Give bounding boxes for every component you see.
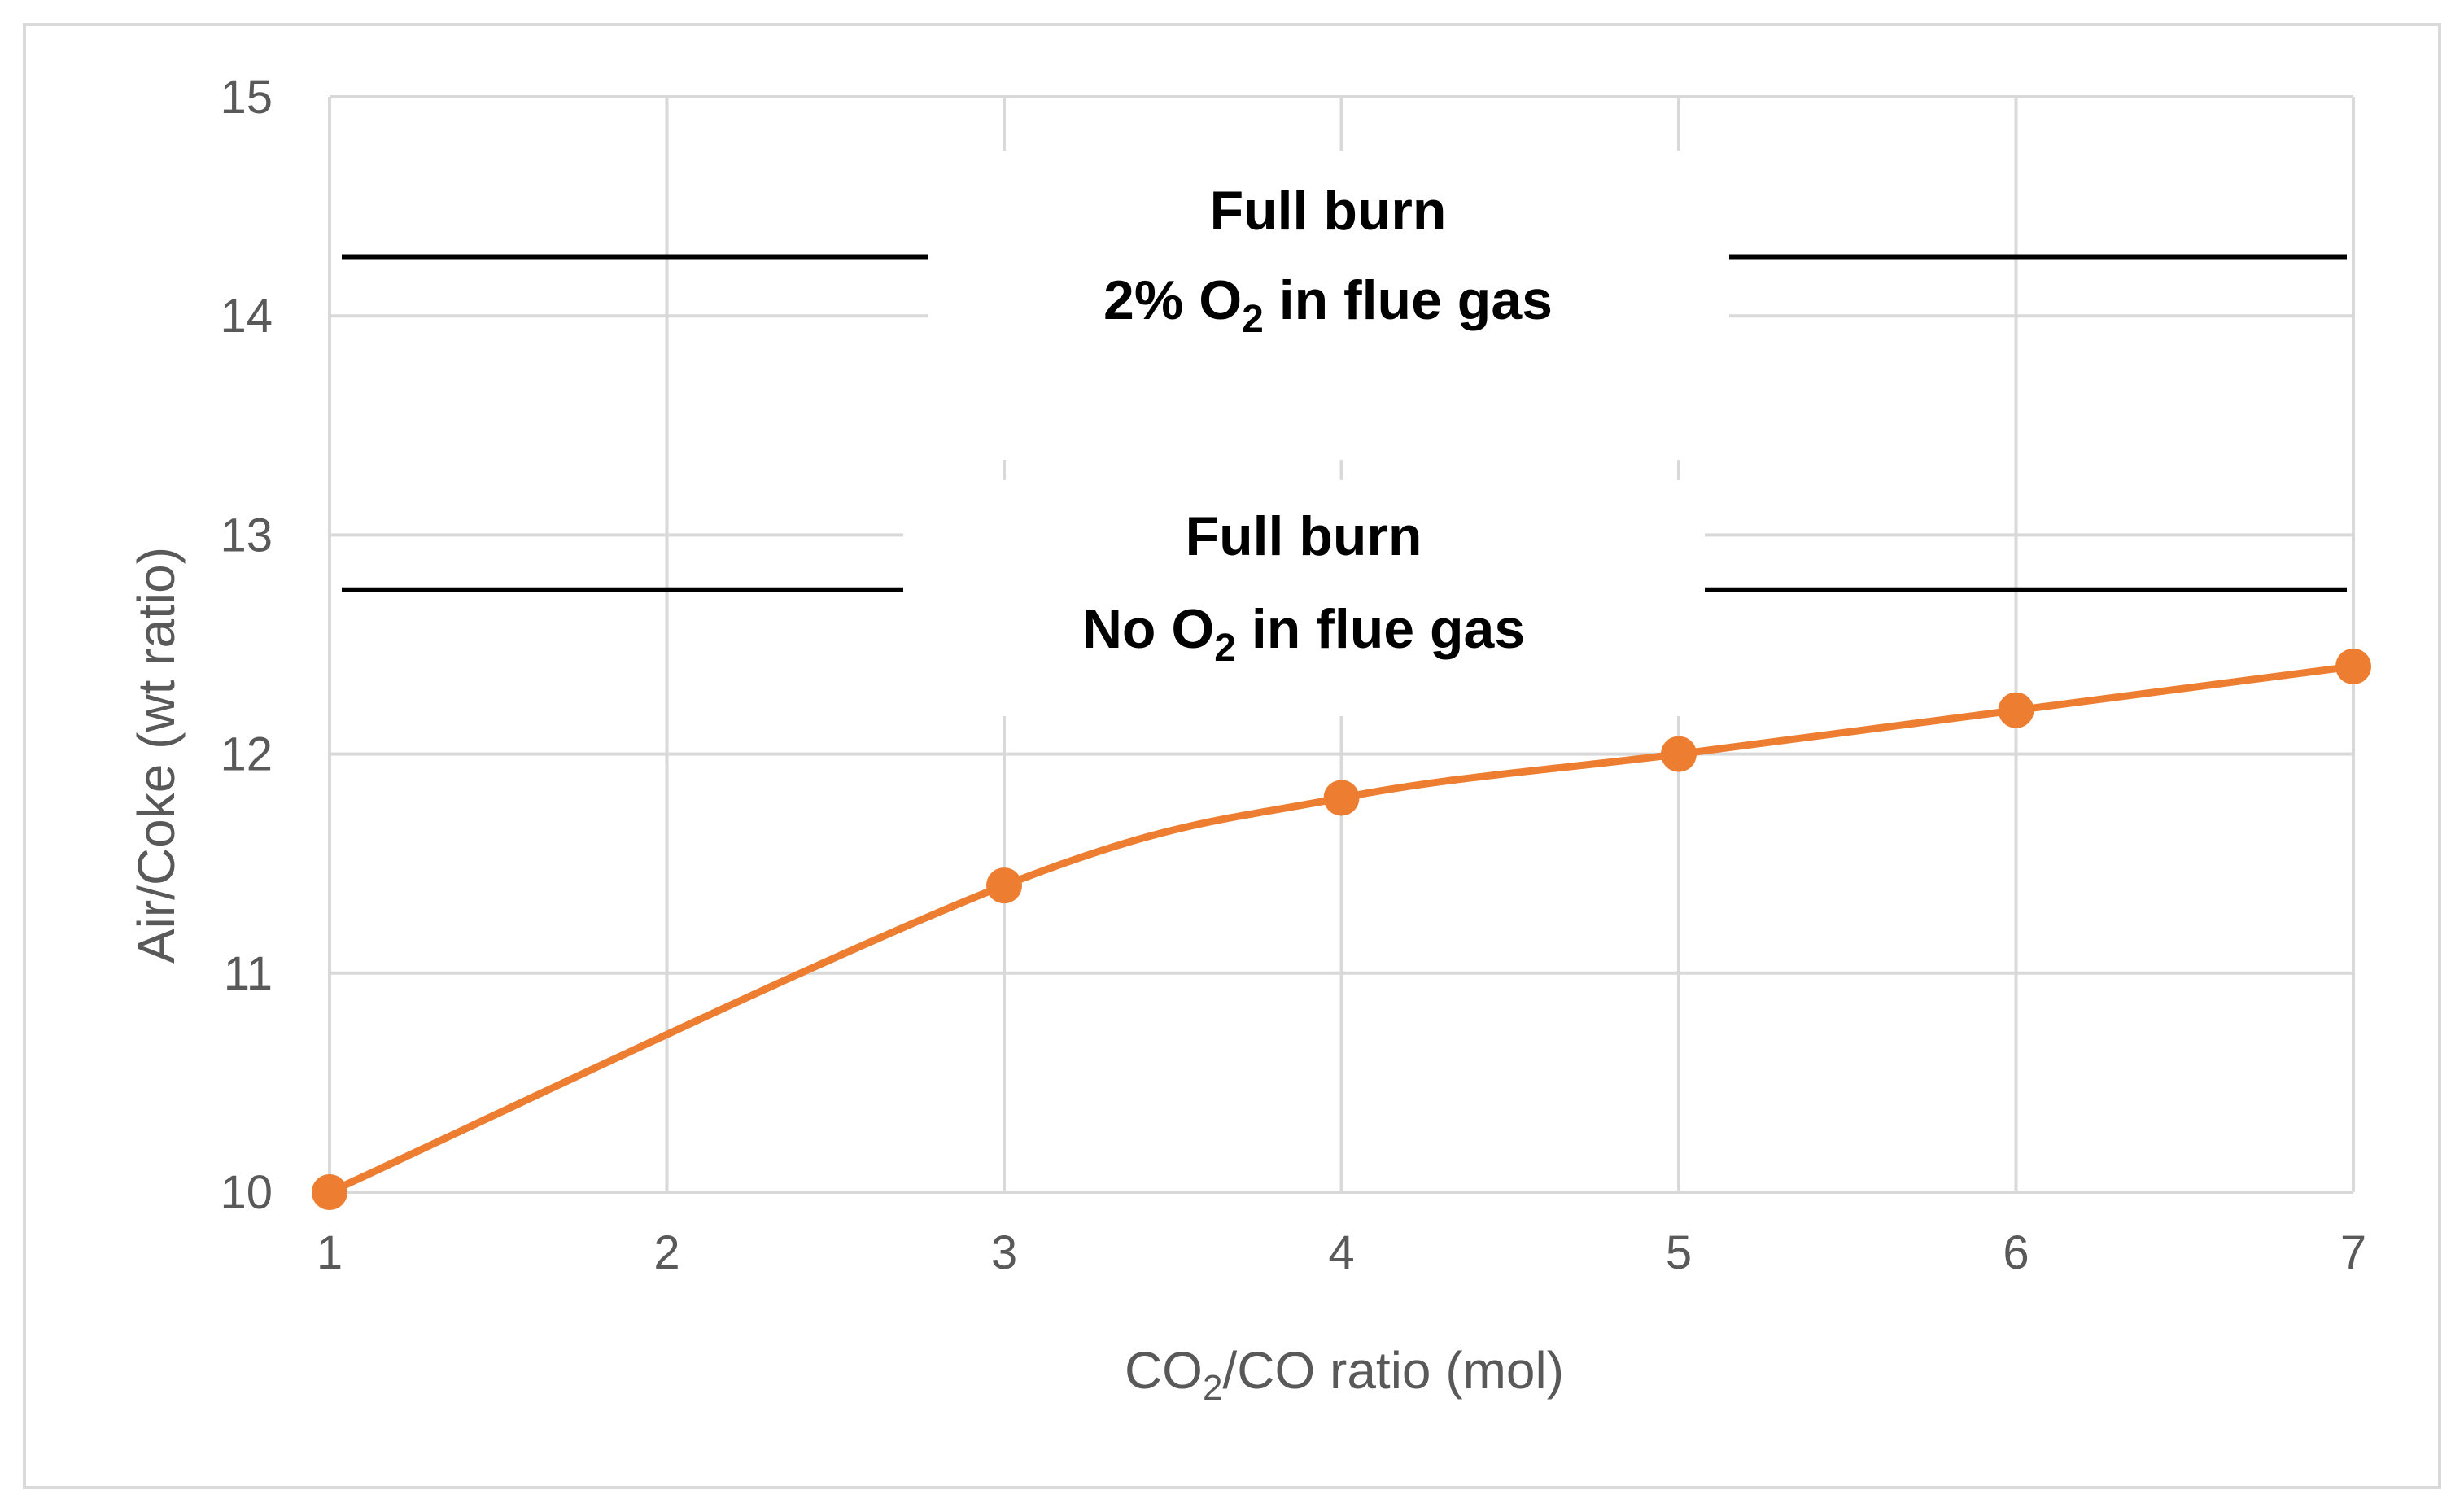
data-point-x7	[2335, 648, 2371, 684]
annotation-no-o2-box	[903, 480, 1705, 716]
annotation-2pct-post: in flue gas	[1264, 269, 1553, 331]
series	[312, 648, 2371, 1210]
x-axis-title-post: /CO ratio (mol)	[1222, 1341, 1564, 1400]
x-tick-label-4: 4	[1328, 1226, 1354, 1279]
annotation-2pct-pre: 2% O	[1103, 269, 1242, 331]
x-axis-title-sub: 2	[1203, 1368, 1222, 1408]
annotation-no-o2-post: in flue gas	[1236, 598, 1525, 660]
x-tick-label-2: 2	[653, 1226, 679, 1279]
y-tick-label-15: 15	[220, 71, 273, 124]
y-tick-label-14: 14	[220, 290, 273, 343]
y-tick-label-11: 11	[224, 947, 273, 1000]
y-tick-label-13: 13	[220, 509, 273, 562]
data-point-x6	[1998, 692, 2034, 728]
series-line-0	[328, 662, 2354, 1196]
data-point-x5	[1661, 736, 1697, 772]
data-point-x3	[986, 867, 1022, 904]
annotation-2pct-line2: 2% O2 in flue gas	[1103, 269, 1553, 341]
annotation-no-o2-line1: Full burn	[1186, 505, 1422, 567]
reference-lines	[342, 151, 2347, 716]
x-tick-label-5: 5	[1666, 1226, 1692, 1279]
annotation-2pct-line1: Full burn	[1210, 180, 1447, 242]
annotation-no-o2-line2: No O2 in flue gas	[1082, 598, 1525, 670]
x-tick-label-7: 7	[2340, 1226, 2366, 1279]
annotation-no-o2-pre: No O	[1082, 598, 1214, 660]
y-tick-label-12: 12	[220, 728, 273, 781]
annotation-no-o2-sub: 2	[1214, 627, 1236, 670]
data-point-x1	[312, 1174, 347, 1210]
x-tick-label-1: 1	[317, 1226, 343, 1279]
x-tick-label-6: 6	[2003, 1226, 2029, 1279]
y-axis-title: Air/Coke (wt ratio)	[127, 547, 186, 964]
annotation-full-burn-2pct: Full burn 2% O2 in flue gas	[1103, 180, 1553, 341]
annotation-full-burn-no-o2: Full burn No O2 in flue gas	[1082, 505, 1525, 670]
y-axis-ticks: 10 11 12 13 14 15	[220, 71, 273, 1219]
x-axis-title: CO2/CO ratio (mol)	[1125, 1341, 1564, 1408]
x-axis-ticks: 1 2 3 4 5 6 7	[317, 1226, 2366, 1279]
annotation-2pct-sub: 2	[1242, 298, 1264, 341]
y-tick-label-10: 10	[220, 1166, 273, 1219]
x-axis-title-pre: CO	[1125, 1341, 1203, 1400]
annotation-2pct-box	[928, 151, 1729, 460]
x-tick-label-3: 3	[991, 1226, 1017, 1279]
data-point-x4	[1323, 780, 1360, 816]
